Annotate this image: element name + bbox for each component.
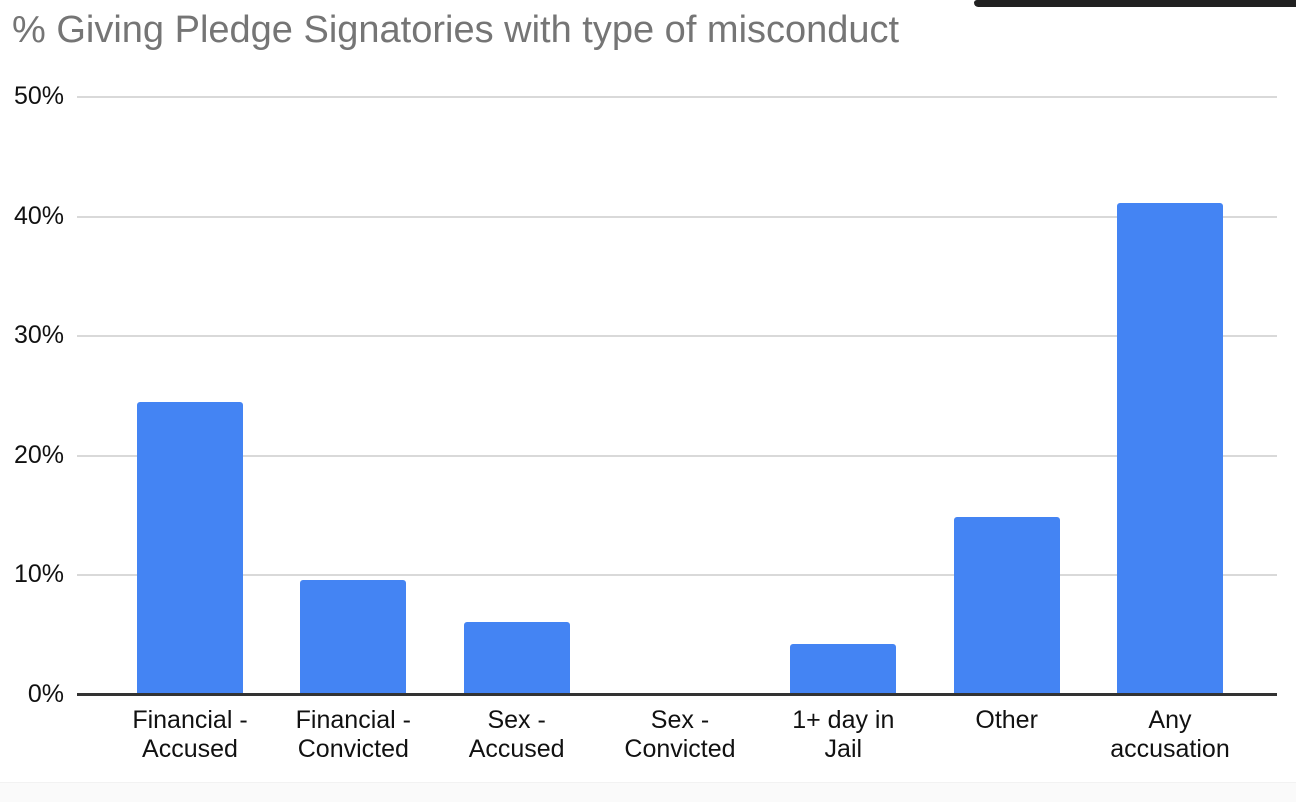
- bar-any-accusation: [1116, 203, 1223, 695]
- x-axis-category-label: 1+ day in Jail: [792, 706, 895, 763]
- bar-1-day-in-jail: [790, 643, 897, 695]
- y-axis-tick-label: 20%: [13, 440, 64, 469]
- x-axis-category-label: Financial - Convicted: [295, 706, 411, 763]
- y-axis-tick-label: 50%: [13, 82, 64, 110]
- x-axis-line: [77, 693, 1277, 696]
- x-axis-category-label: Sex - Convicted: [624, 706, 736, 763]
- y-axis-tick-label: 30%: [13, 321, 64, 350]
- bar-financial-convicted: [300, 580, 407, 695]
- gridline-40: [77, 215, 1277, 218]
- y-axis-tick-label: 40%: [13, 201, 64, 230]
- gridline-10: [77, 574, 1277, 577]
- bar-financial-accused: [137, 401, 243, 695]
- x-axis-category-label: Any accusation: [1110, 706, 1230, 763]
- bar-other: [953, 516, 1060, 695]
- bar-sex-accused: [463, 622, 570, 695]
- x-axis-category-label: Financial - Accused: [132, 706, 248, 763]
- chart-title: % Giving Pledge Signatories with type of…: [12, 9, 900, 51]
- y-axis-tick-label: 0%: [27, 680, 64, 708]
- gridline-50: [77, 96, 1277, 98]
- gridline-20: [77, 454, 1277, 457]
- bottom-band: [0, 782, 1296, 802]
- y-axis-tick-label: 10%: [13, 560, 64, 589]
- x-axis-category-label: Other: [975, 706, 1038, 734]
- gridline-30: [77, 335, 1277, 338]
- x-axis-category-label: Sex - Accused: [468, 706, 565, 763]
- window-edge-strip: [974, 0, 1296, 7]
